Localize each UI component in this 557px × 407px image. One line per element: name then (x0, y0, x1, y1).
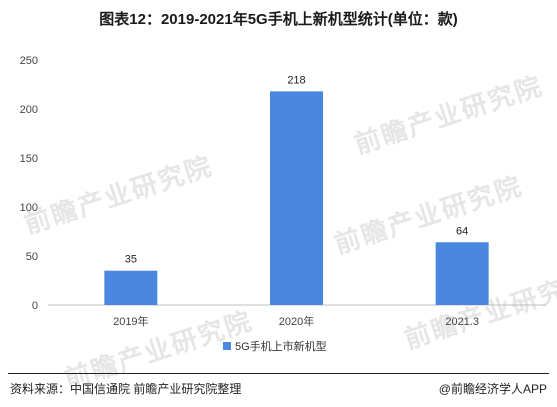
x-tick-label: 2021.3 (445, 316, 479, 328)
legend-label: 5G手机上市新机型 (235, 339, 327, 353)
bar (270, 91, 323, 305)
source-note: 资料来源：中国信通院 前瞻产业研究院整理 (10, 382, 242, 396)
x-tick-label: 2020年 (279, 314, 314, 328)
legend-swatch (223, 342, 231, 350)
y-tick-label: 250 (20, 55, 38, 67)
data-label: 35 (125, 254, 137, 266)
bar (435, 242, 489, 305)
chart-title: 图表12：2019-2021年5G手机上新机型统计(单位：款) (99, 11, 458, 28)
bar (104, 270, 158, 305)
credit-note: @前瞻经济学人APP (438, 382, 547, 396)
y-tick-label: 100 (20, 202, 38, 214)
data-label: 64 (456, 225, 468, 237)
y-tick-label: 200 (20, 104, 38, 116)
y-tick-label: 0 (32, 300, 38, 312)
y-tick-label: 150 (20, 153, 38, 165)
x-tick-label: 2019年 (113, 314, 148, 328)
data-label: 218 (287, 74, 305, 86)
bar-chart: 0 50 100 150 200 250 35 2019年 218 2020年 64 2021.3 5G… (20, 55, 545, 353)
footer-divider (8, 373, 549, 374)
y-tick-label: 50 (26, 251, 38, 263)
